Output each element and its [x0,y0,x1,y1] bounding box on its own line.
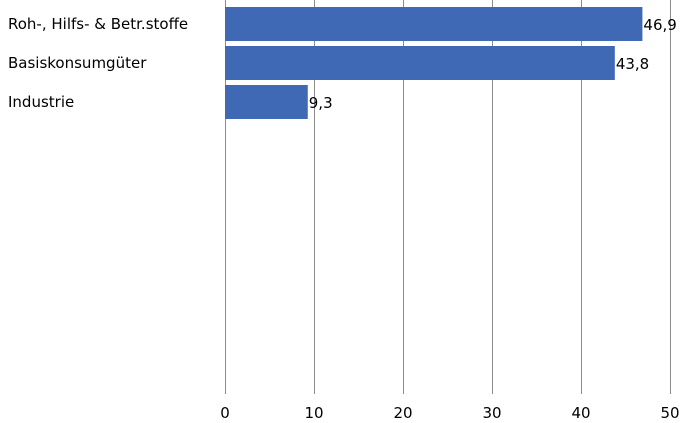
value-labels: 46,9 43,8 9,3 [309,16,677,112]
x-axis-ticks: 0 10 20 30 40 50 [220,404,679,422]
value-label: 43,8 [616,55,649,73]
bars [225,7,643,119]
x-tick-label: 0 [220,404,230,422]
category-labels: Roh-, Hilfs- & Betr.stoffe Basiskonsumgüt… [8,15,188,111]
bar [225,85,308,119]
x-tick-label: 20 [393,404,412,422]
category-label: Basiskonsumgüter [8,54,147,72]
category-label: Industrie [8,93,74,111]
value-label: 46,9 [643,16,676,34]
x-tick-label: 10 [304,404,323,422]
x-tick-label: 30 [482,404,501,422]
bar [225,46,615,80]
bar [225,7,643,41]
category-label: Roh-, Hilfs- & Betr.stoffe [8,15,188,33]
value-label: 9,3 [309,94,333,112]
x-tick-label: 50 [660,404,679,422]
x-tick-label: 40 [571,404,590,422]
